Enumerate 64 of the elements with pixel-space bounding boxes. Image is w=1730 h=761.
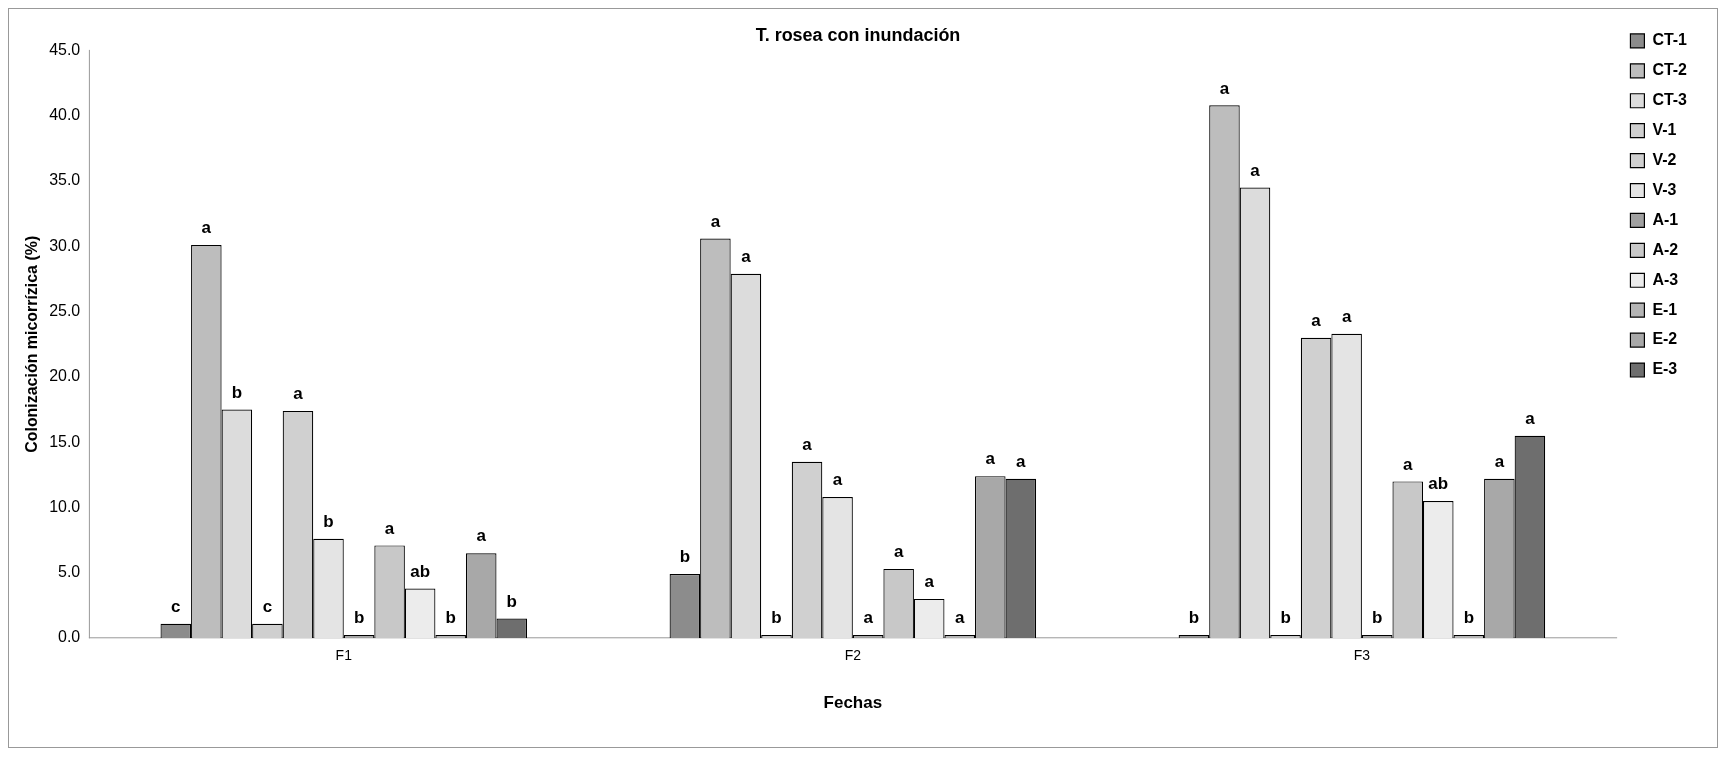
legend-label: V-3 <box>1652 180 1677 198</box>
data-label: a <box>710 211 721 231</box>
y-tick-label: 20.0 <box>49 367 81 385</box>
data-label: ab <box>410 561 431 581</box>
y-tick-label: 10.0 <box>49 497 81 515</box>
y-tick-label: 15.0 <box>49 432 81 450</box>
data-label: b <box>231 382 243 402</box>
x-tick-label: F2 <box>844 647 862 664</box>
y-tick-label: 25.0 <box>49 302 81 320</box>
data-label: a <box>1525 408 1536 428</box>
legend-label: E-3 <box>1652 360 1678 378</box>
data-label: c <box>262 596 273 616</box>
legend-label: A-3 <box>1652 270 1679 288</box>
y-tick-label: 40.0 <box>49 106 81 124</box>
data-label: b <box>323 512 334 532</box>
data-label: b <box>1280 608 1291 628</box>
chart-title: T. rosea con inundación <box>755 24 961 45</box>
legend-label: E-2 <box>1652 330 1678 348</box>
x-axis-title: Fechas <box>823 692 883 712</box>
data-label: b <box>353 608 365 628</box>
data-label: a <box>802 435 813 455</box>
y-tick-label: 0.0 <box>58 628 81 646</box>
data-label: a <box>985 449 996 469</box>
data-label: a <box>955 608 966 628</box>
data-label: a <box>741 247 752 266</box>
data-label: a <box>924 572 935 592</box>
y-tick-label: 35.0 <box>49 171 81 189</box>
data-label: a <box>384 518 395 538</box>
data-label: a <box>1250 160 1261 180</box>
data-label: b <box>771 608 782 628</box>
data-label: a <box>863 608 874 628</box>
data-label: a <box>476 526 487 546</box>
data-label: a <box>1494 452 1505 471</box>
data-label: b <box>1188 608 1200 628</box>
y-tick-label: 5.0 <box>58 563 81 581</box>
legend-label: A-2 <box>1652 240 1679 258</box>
x-tick-label: F1 <box>335 647 353 664</box>
legend-label: CT-3 <box>1652 91 1688 109</box>
data-label: a <box>1219 78 1230 98</box>
data-label: a <box>1016 452 1027 471</box>
data-label: a <box>201 218 212 238</box>
legend-label: CT-2 <box>1652 61 1688 79</box>
legend-label: E-1 <box>1652 300 1678 318</box>
legend-label: CT-1 <box>1652 31 1688 49</box>
data-label: b <box>1372 608 1383 628</box>
legend-label: V-1 <box>1652 121 1677 139</box>
data-label: b <box>1463 608 1474 628</box>
data-label: a <box>1311 310 1322 330</box>
data-label: a <box>832 470 843 490</box>
data-label: b <box>445 608 456 628</box>
legend-label: V-2 <box>1652 150 1677 168</box>
data-label: a <box>1341 307 1352 327</box>
y-tick-label: 30.0 <box>49 236 81 254</box>
data-label: a <box>893 542 904 562</box>
y-tick-label: 45.0 <box>49 40 81 58</box>
data-label: b <box>506 591 517 611</box>
data-label: a <box>1403 454 1414 474</box>
data-label: a <box>293 384 304 404</box>
data-label: c <box>171 596 181 616</box>
legend-label: A-1 <box>1652 210 1679 228</box>
data-label: ab <box>1428 474 1449 494</box>
y-axis-title: Colonización micorrízica (%) <box>22 235 40 453</box>
data-label: b <box>679 547 691 567</box>
x-tick-label: F3 <box>1353 647 1371 664</box>
